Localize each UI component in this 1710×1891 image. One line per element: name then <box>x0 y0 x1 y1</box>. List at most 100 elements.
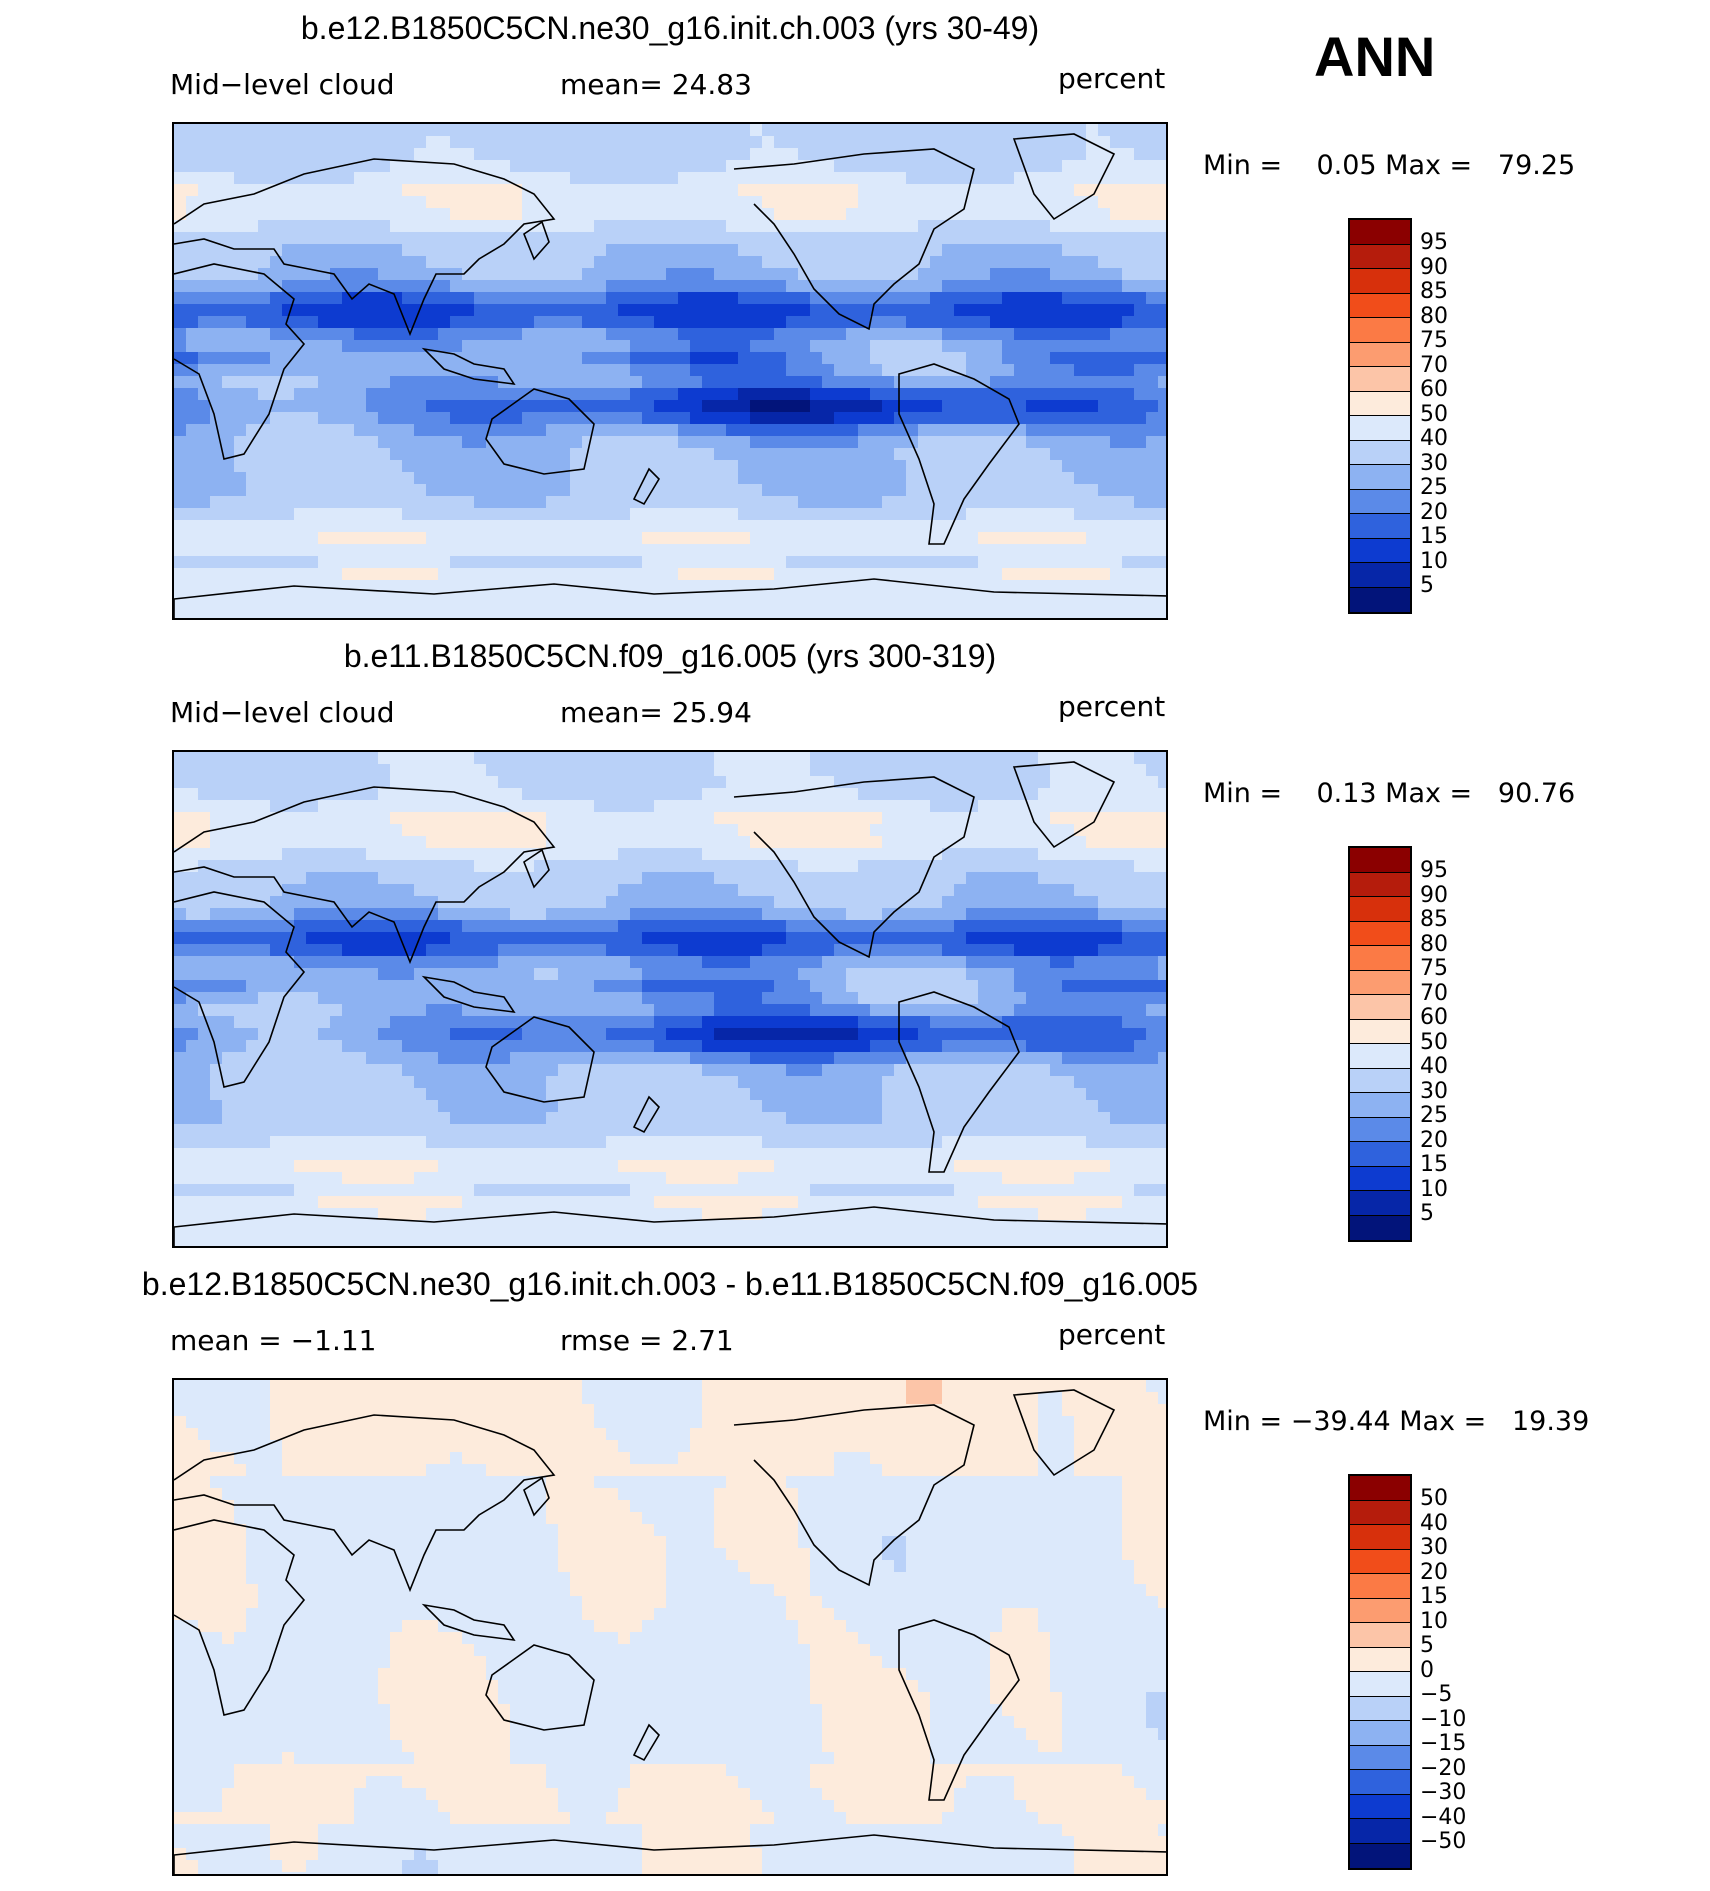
field-cell <box>702 932 715 945</box>
field-cell <box>318 508 331 521</box>
field-cell <box>594 932 607 945</box>
field-cell <box>1146 268 1159 281</box>
field-cell <box>414 884 427 897</box>
season-label: ANN <box>1314 25 1436 88</box>
field-cell <box>810 400 823 413</box>
field-cell <box>990 364 1003 377</box>
field-cell <box>786 292 799 305</box>
field-cell <box>942 304 955 317</box>
field-cell <box>630 616 643 618</box>
field-cell <box>498 412 511 425</box>
field-cell <box>822 280 835 293</box>
field-cell <box>1002 848 1015 861</box>
field-cell <box>654 956 667 969</box>
field-cell <box>942 292 955 305</box>
field-cell <box>1086 872 1099 885</box>
field-cell <box>990 220 1003 233</box>
field-cell <box>510 860 523 873</box>
field-cell <box>522 776 535 789</box>
field-cell <box>462 340 475 353</box>
field-cell <box>486 436 499 449</box>
field-cell <box>882 836 895 849</box>
field-cell <box>330 908 343 921</box>
field-cell <box>774 136 787 149</box>
field-cell <box>1122 196 1135 209</box>
field-cell <box>222 424 235 437</box>
field-cell <box>690 232 703 245</box>
field-cell <box>678 484 691 497</box>
field-cell <box>498 616 511 618</box>
field-cell <box>318 556 331 569</box>
field-cell <box>618 604 631 617</box>
field-cell <box>1014 280 1027 293</box>
field-cell <box>714 364 727 377</box>
field-cell <box>354 184 367 197</box>
field-cell <box>798 448 811 461</box>
field-cell <box>318 340 331 353</box>
field-cell <box>870 424 883 437</box>
field-cell <box>330 752 343 765</box>
field-cell <box>414 824 427 837</box>
field-cell <box>450 208 463 221</box>
field-cell <box>378 256 391 269</box>
field-cell <box>966 592 979 605</box>
field-cell <box>1122 812 1135 825</box>
field-cell <box>630 424 643 437</box>
field-cell <box>1026 532 1039 545</box>
field-cell <box>882 604 895 617</box>
field-cell <box>186 616 199 618</box>
field-cell <box>378 148 391 161</box>
field-cell <box>930 448 943 461</box>
field-cell <box>234 604 247 617</box>
field-cell <box>414 472 427 485</box>
field-cell <box>438 244 451 257</box>
field-cell <box>1062 436 1075 449</box>
field-cell <box>1098 304 1111 317</box>
field-cell <box>1146 920 1159 933</box>
field-cell <box>1110 604 1123 617</box>
field-cell <box>750 520 763 533</box>
field-cell <box>450 860 463 873</box>
field-cell <box>462 280 475 293</box>
field-cell <box>1134 388 1147 401</box>
field-cell <box>786 388 799 401</box>
field-cell <box>930 376 943 389</box>
field-cell <box>762 800 775 813</box>
field-cell <box>906 292 919 305</box>
field-cell <box>1158 316 1166 329</box>
field-cell <box>522 424 535 437</box>
field-cell <box>582 304 595 317</box>
field-cell <box>954 616 967 618</box>
field-cell <box>822 520 835 533</box>
field-cell <box>258 496 271 509</box>
field-cell <box>618 340 631 353</box>
field-cell <box>1134 136 1147 149</box>
field-cell <box>558 496 571 509</box>
field-cell <box>810 424 823 437</box>
field-cell <box>750 256 763 269</box>
field-cell <box>702 920 715 933</box>
field-cell <box>846 160 859 173</box>
field-cell <box>750 932 763 945</box>
field-cell <box>1050 932 1063 945</box>
field-cell <box>1086 268 1099 281</box>
field-cell <box>738 340 751 353</box>
field-cell <box>438 872 451 885</box>
field-cell <box>174 196 187 209</box>
field-cell <box>1062 520 1075 533</box>
field-cell <box>1098 124 1111 137</box>
field-cell <box>654 292 667 305</box>
field-cell <box>282 496 295 509</box>
field-cell <box>198 436 211 449</box>
field-cell <box>1134 148 1147 161</box>
field-cell <box>306 136 319 149</box>
field-cell <box>858 824 871 837</box>
field-cell <box>234 764 247 777</box>
field-cell <box>222 944 235 957</box>
field-cell <box>450 124 463 137</box>
field-cell <box>354 412 367 425</box>
field-cell <box>954 800 967 813</box>
field-cell <box>474 256 487 269</box>
field-cell <box>954 280 967 293</box>
field-cell <box>1002 812 1015 825</box>
